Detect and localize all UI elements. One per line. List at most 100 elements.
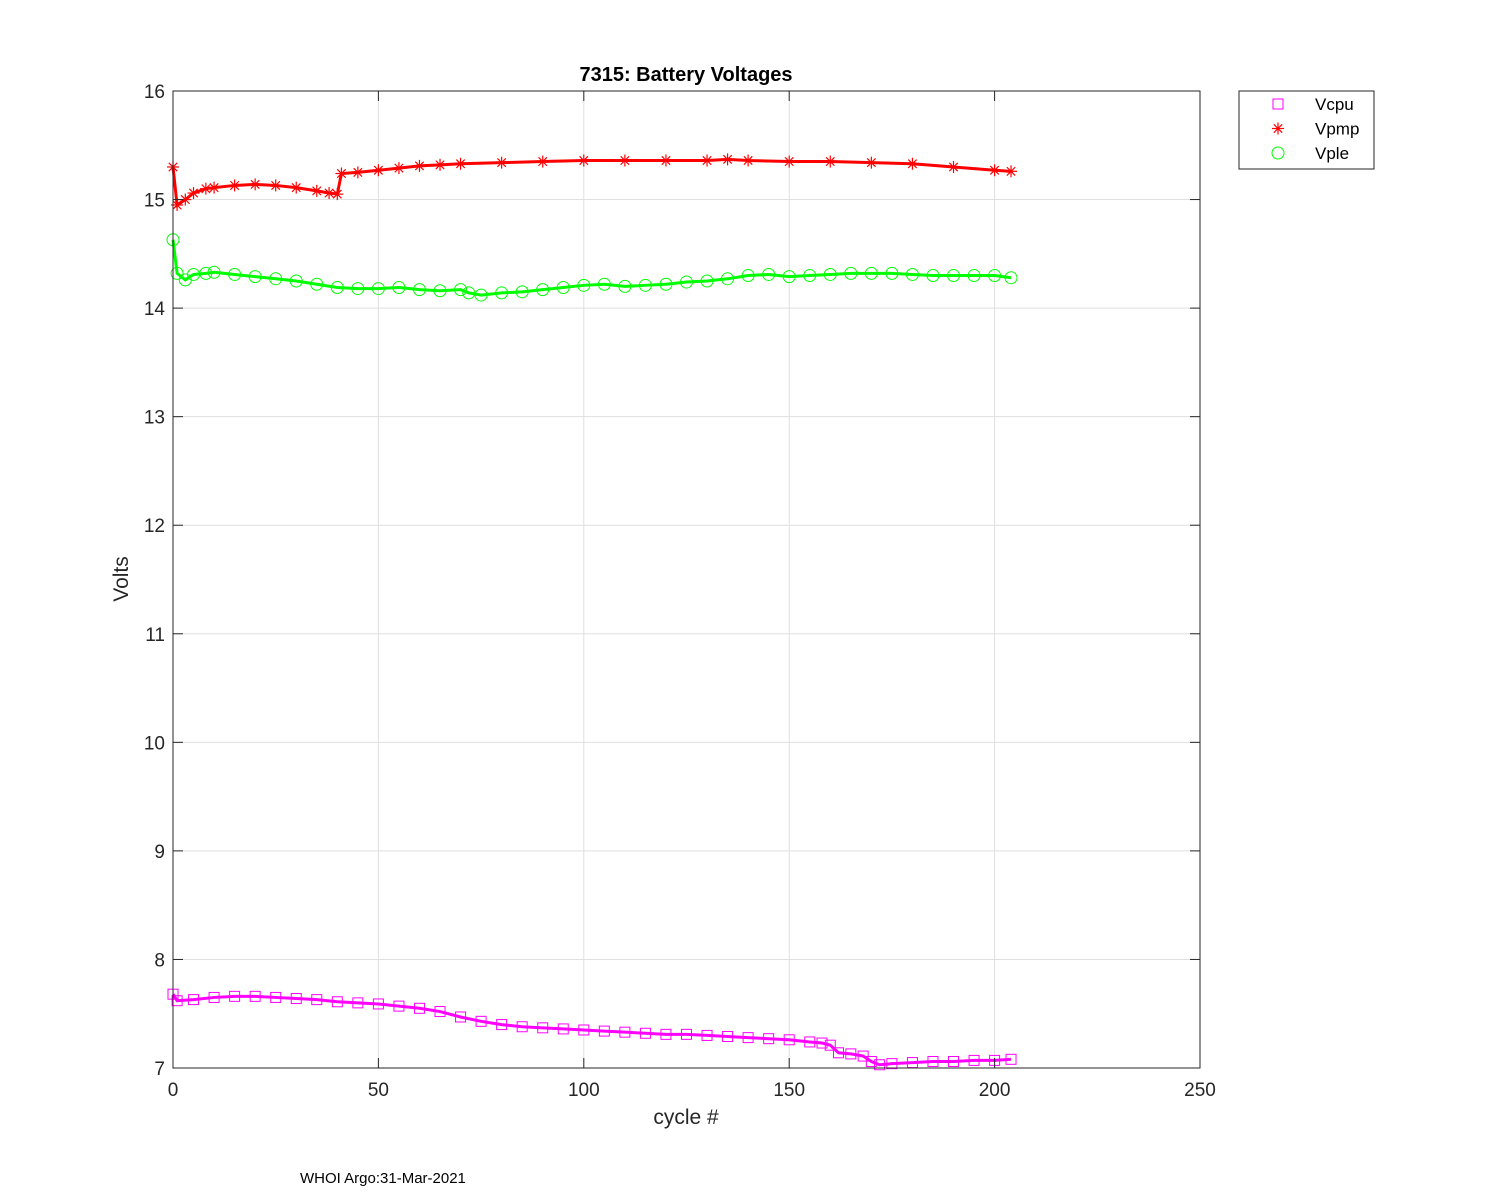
point-vple (782, 270, 796, 284)
point-vpmp (434, 158, 447, 171)
point-vpmp (372, 164, 385, 177)
point-vpmp (310, 184, 323, 197)
point-vcpu (229, 990, 241, 1002)
point-vcpu (619, 1026, 631, 1038)
footer-label: WHOI Argo:31-Mar-2021 (300, 1170, 466, 1187)
point-vple (844, 266, 858, 280)
point-vple (762, 267, 776, 281)
point-vcpu (496, 1019, 508, 1031)
point-vcpu (290, 993, 302, 1005)
point-vple (289, 274, 303, 288)
point-vple (474, 288, 488, 302)
point-vcpu (249, 990, 261, 1002)
point-vcpu (639, 1027, 651, 1039)
y-tick-label: 10 (144, 733, 165, 754)
series-layer (166, 153, 1018, 1071)
point-vcpu (578, 1024, 590, 1036)
point-vpmp (249, 178, 262, 191)
point-vple (638, 278, 652, 292)
legend: Vcpu Vpmp Vple (1238, 90, 1375, 170)
y-tick-label: 7 (154, 1059, 165, 1080)
point-vple (495, 286, 509, 300)
point-vple (967, 269, 981, 283)
legend-item-vpmp: Vpmp (1272, 120, 1359, 139)
legend-marker-vpmp (1272, 122, 1284, 135)
point-vple (659, 277, 673, 291)
point-vple (680, 275, 693, 289)
point-vcpu (537, 1022, 549, 1034)
point-vpmp (701, 154, 714, 167)
point-vpmp (208, 181, 221, 194)
point-vpmp (187, 187, 200, 200)
plot-area (173, 91, 1200, 1068)
point-vple (412, 283, 426, 297)
point-vcpu (701, 1029, 713, 1041)
chart-title: 7315: Battery Voltages (579, 64, 792, 86)
point-vcpu (311, 994, 323, 1006)
x-tick-label: 250 (1184, 1080, 1216, 1101)
point-vple (371, 282, 385, 296)
point-vpmp (392, 162, 405, 175)
series-vple (166, 233, 1018, 302)
point-vcpu (413, 1002, 425, 1014)
point-vple (248, 270, 262, 284)
y-tick-label: 9 (154, 842, 165, 863)
point-vcpu (874, 1059, 886, 1071)
point-vpmp (824, 155, 837, 168)
point-vcpu (845, 1048, 857, 1060)
y-tick-label: 13 (144, 408, 165, 429)
point-vple (351, 282, 365, 296)
point-vple (947, 269, 961, 283)
point-vpmp (577, 154, 590, 167)
point-vple (536, 283, 550, 297)
point-vpmp (351, 166, 364, 179)
point-vple (741, 269, 755, 283)
point-vple (597, 277, 611, 291)
point-vpmp (988, 164, 1001, 177)
point-vcpu (331, 996, 343, 1008)
point-vpmp (335, 167, 348, 180)
point-vpmp (495, 156, 508, 169)
point-vpmp (290, 181, 303, 194)
point-vple (988, 269, 1002, 283)
point-vple (556, 280, 570, 294)
x-tick-label: 0 (168, 1080, 179, 1101)
point-vple (330, 280, 344, 294)
point-vple (462, 286, 476, 300)
point-vcpu (171, 995, 183, 1007)
point-vcpu (824, 1039, 836, 1051)
point-vpmp (323, 187, 336, 200)
series-line-vple (171, 239, 1012, 297)
point-vpmp (454, 157, 467, 170)
x-axis: 0 50 100 150 200 250 (168, 91, 1216, 1101)
point-vpmp (269, 179, 282, 192)
point-vple (618, 279, 632, 293)
point-vpmp (865, 156, 878, 169)
legend-item-vple: Vple (1271, 144, 1349, 163)
point-vpmp (1005, 165, 1018, 178)
point-vcpu (208, 991, 220, 1003)
point-vple (1004, 271, 1018, 285)
point-vple (885, 266, 899, 280)
point-vpmp (721, 153, 734, 166)
y-tick-label: 12 (144, 516, 165, 537)
point-vple (700, 274, 714, 288)
point-vcpu (188, 994, 200, 1006)
point-vcpu (598, 1025, 610, 1037)
point-vcpu (557, 1023, 569, 1035)
point-vpmp (228, 179, 241, 192)
point-vple (392, 280, 406, 294)
point-vcpu (393, 1000, 405, 1012)
point-vpmp (199, 182, 212, 195)
point-vcpu (783, 1034, 795, 1046)
x-tick-label: 50 (368, 1080, 389, 1101)
point-vcpu (948, 1055, 960, 1067)
point-vcpu (516, 1021, 528, 1033)
point-vcpu (660, 1028, 672, 1040)
point-vple (228, 267, 242, 281)
point-vcpu (763, 1033, 775, 1045)
point-vcpu (816, 1037, 828, 1049)
point-vpmp (947, 160, 960, 173)
point-vcpu (804, 1036, 816, 1048)
point-vple (926, 269, 940, 283)
